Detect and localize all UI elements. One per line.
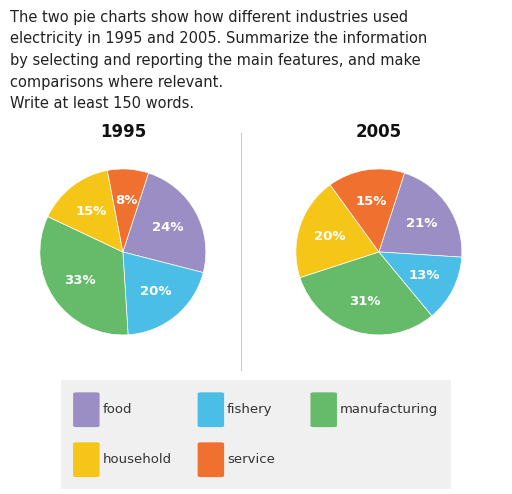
Text: service: service [227,453,275,466]
Text: 21%: 21% [406,216,437,230]
Wedge shape [379,173,462,257]
FancyBboxPatch shape [73,442,99,477]
FancyBboxPatch shape [310,392,337,427]
Text: 15%: 15% [355,195,387,207]
Wedge shape [48,170,123,252]
Text: 8%: 8% [115,194,137,207]
Text: 31%: 31% [349,295,380,308]
Wedge shape [300,252,432,335]
FancyBboxPatch shape [198,442,224,477]
Text: 15%: 15% [76,205,107,218]
Title: 1995: 1995 [100,123,146,141]
Text: 20%: 20% [314,230,346,243]
Wedge shape [330,169,404,252]
Text: household: household [102,453,172,466]
FancyBboxPatch shape [73,392,99,427]
Text: 13%: 13% [409,269,440,282]
Wedge shape [40,216,128,335]
Title: 2005: 2005 [356,123,402,141]
FancyBboxPatch shape [198,392,224,427]
Wedge shape [123,173,206,273]
Wedge shape [123,252,203,335]
Text: manufacturing: manufacturing [339,403,438,416]
Text: 24%: 24% [152,221,184,234]
FancyBboxPatch shape [42,375,470,494]
Wedge shape [108,169,148,252]
Text: food: food [102,403,132,416]
Wedge shape [379,252,462,316]
Text: The two pie charts show how different industries used
electricity in 1995 and 20: The two pie charts show how different in… [10,10,428,111]
Text: 20%: 20% [140,285,172,298]
Text: fishery: fishery [227,403,272,416]
Text: 33%: 33% [65,274,96,288]
Wedge shape [296,185,379,278]
